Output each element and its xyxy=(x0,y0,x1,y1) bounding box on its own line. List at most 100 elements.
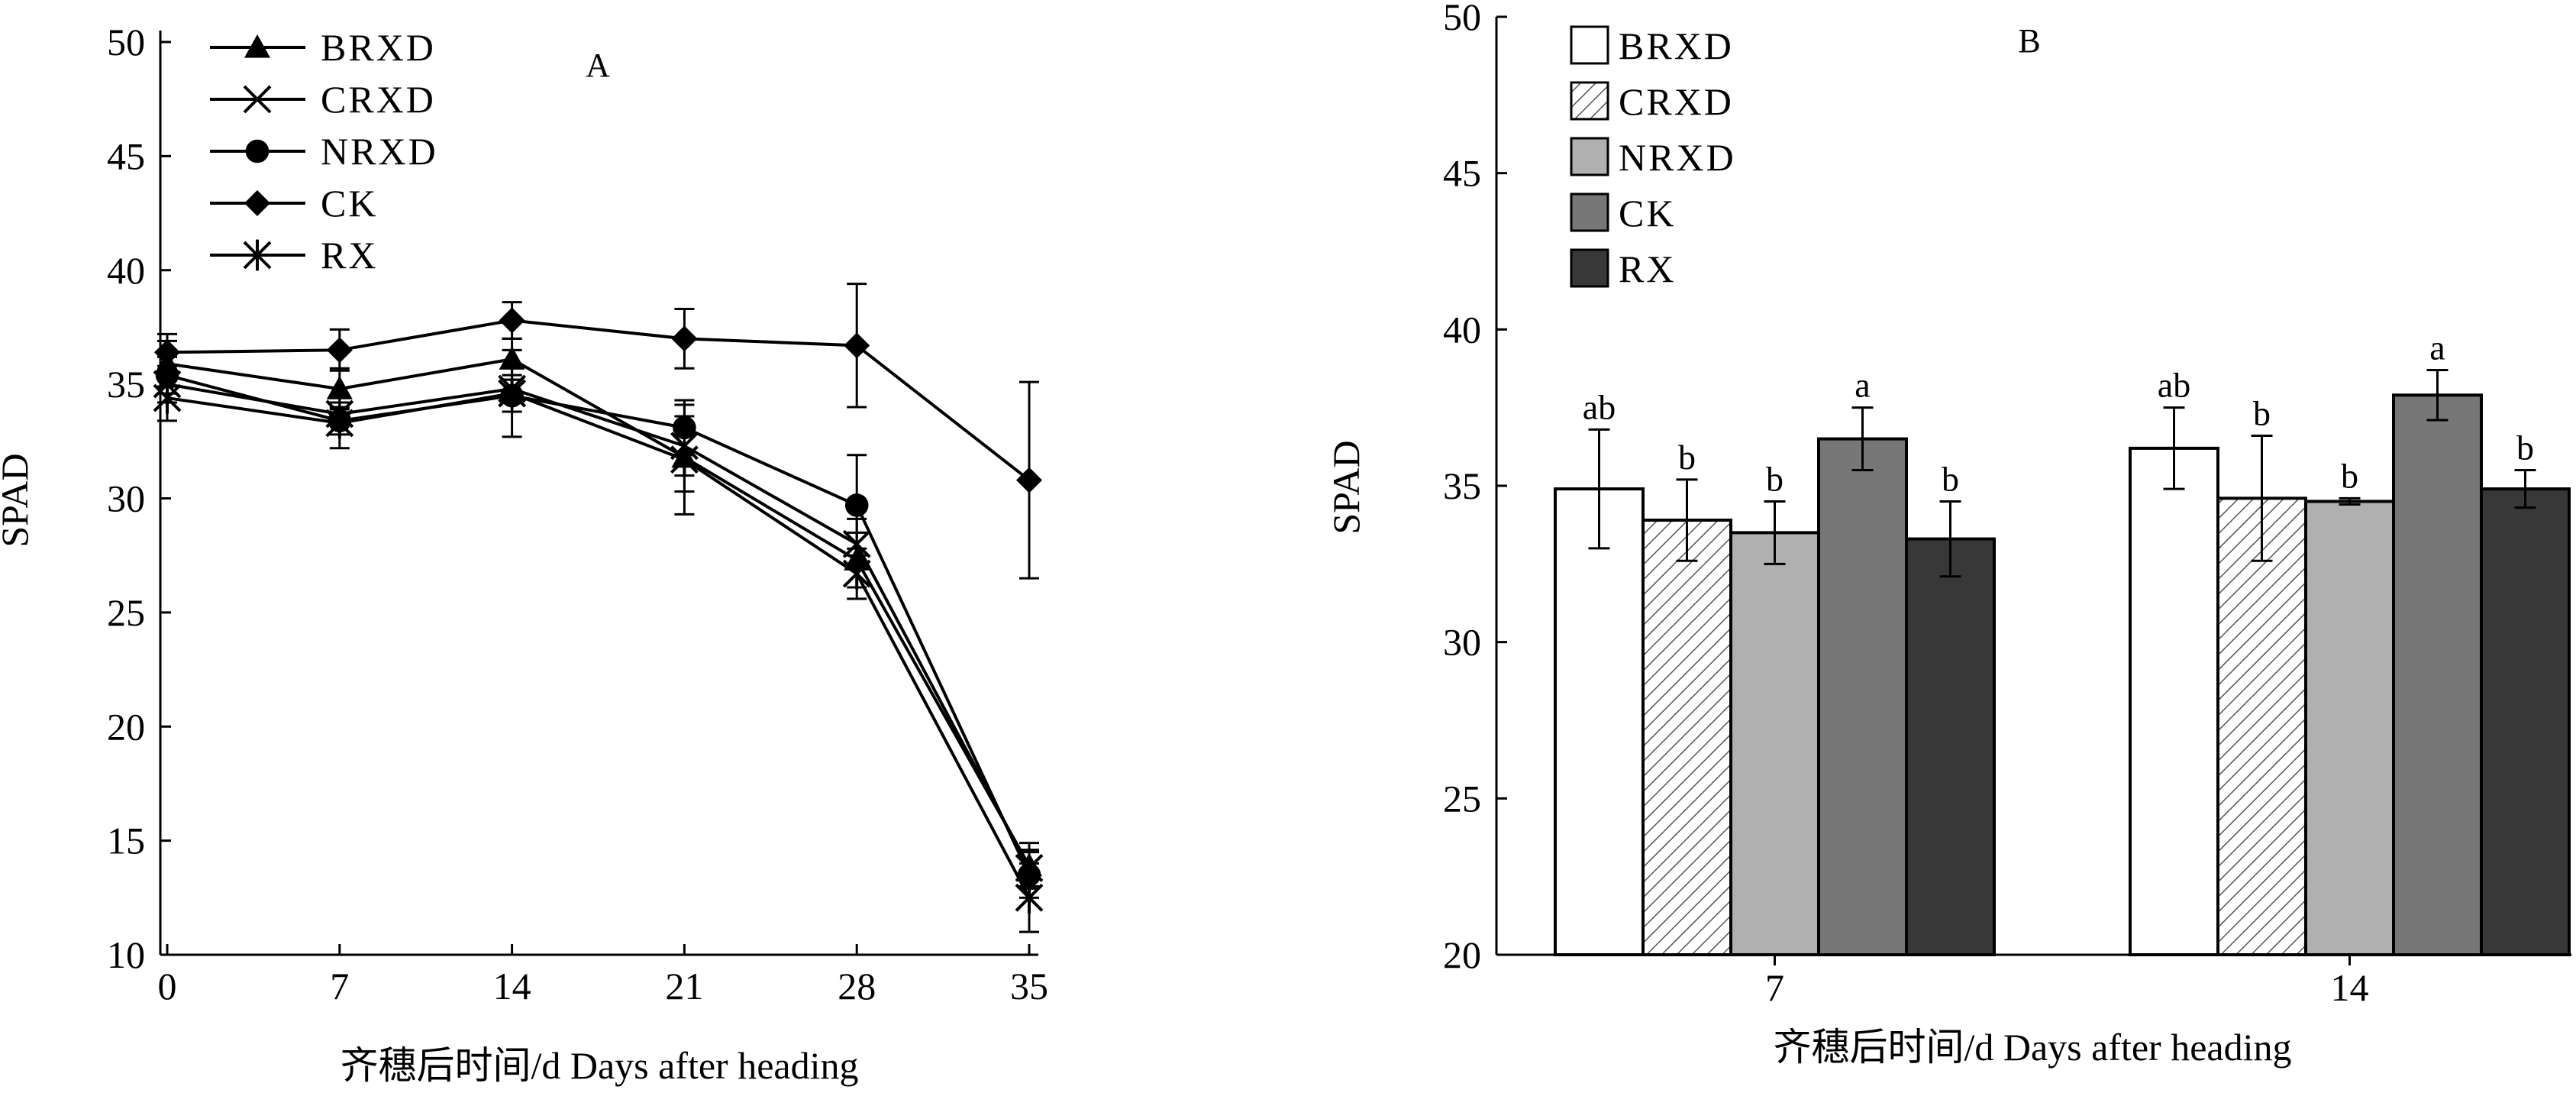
data-point-rx xyxy=(498,377,527,409)
legend-marker-circle-shape xyxy=(245,139,270,163)
panel-b-x-axis-label: 齐穗后时间/d Days after heading xyxy=(1773,1026,2291,1069)
y-tick-label: 50 xyxy=(1443,0,1481,38)
significance-label: ab xyxy=(1583,387,1616,426)
data-point-rx xyxy=(153,382,182,414)
y-tick-label: 40 xyxy=(107,249,145,292)
panel-b-y-axis-label: SPAD xyxy=(1325,440,1367,534)
y-tick-label: 30 xyxy=(1443,621,1481,664)
data-point-rx xyxy=(670,444,699,476)
data-point-ck xyxy=(499,307,525,334)
data-point-rx xyxy=(325,407,354,439)
series-line-ck xyxy=(166,319,1031,482)
legend-item-nrxd: NRXD xyxy=(210,130,438,173)
legend-marker-x xyxy=(243,85,272,114)
series-rx xyxy=(153,348,1044,933)
data-point-ck-shape xyxy=(499,307,525,334)
legend-label: RX xyxy=(1619,247,1676,290)
y-tick-label: 30 xyxy=(107,477,145,520)
legend-swatch xyxy=(1570,25,1609,65)
legend-item-brxd: BRXD xyxy=(1570,24,1732,67)
panel-b-label: B xyxy=(2018,22,2040,60)
data-point-ck xyxy=(844,332,870,359)
legend-marker-circle xyxy=(245,139,270,163)
legend-label: BRXD xyxy=(321,26,436,69)
legend-label: CK xyxy=(321,182,378,225)
bar-ck xyxy=(1817,437,1908,956)
bar-crxd xyxy=(1641,519,1732,956)
series-line-nrxd xyxy=(166,373,1031,876)
y-tick-label: 45 xyxy=(1443,152,1481,195)
y-tick-label: 25 xyxy=(1443,777,1481,820)
significance-label: b xyxy=(1766,459,1784,498)
data-point-ck-shape xyxy=(154,339,180,366)
x-tick-label: 7 xyxy=(330,965,349,1007)
data-point-rx xyxy=(842,558,871,590)
data-point-brxd-shape xyxy=(326,376,353,399)
x-tick-label: 14 xyxy=(493,965,531,1007)
x-tick-label: 21 xyxy=(665,965,703,1007)
bar-nrxd xyxy=(2304,500,2395,956)
x-tick-label: 14 xyxy=(2331,966,2369,1009)
y-tick-label: 50 xyxy=(107,21,145,63)
x-tick-label: 0 xyxy=(158,965,177,1007)
legend-item-rx: RX xyxy=(1570,247,1676,290)
legend-label: CK xyxy=(1619,192,1676,234)
legend-swatch xyxy=(1570,248,1609,288)
x-tick-label: 28 xyxy=(838,965,876,1007)
significance-label: b xyxy=(2516,428,2534,467)
data-point-brxd xyxy=(326,376,353,399)
y-tick-label: 20 xyxy=(1443,933,1481,976)
data-point-ck xyxy=(154,339,180,366)
data-point-ck-shape xyxy=(1016,467,1042,493)
significance-label: b xyxy=(2341,456,2358,495)
significance-label: b xyxy=(1942,459,1959,498)
y-tick-label: 25 xyxy=(107,591,145,634)
panel-a-line-chart: 10 15 20 25 30 35 40 45 50 0 7 14 21 28 35 BRXD CRXD NR… xyxy=(0,21,1048,1087)
legend-marker-diamond-shape xyxy=(244,190,270,216)
legend-marker-triangle xyxy=(244,34,270,58)
legend-marker-asterisk xyxy=(243,239,272,271)
y-tick-label: 45 xyxy=(107,134,145,177)
y-tick-label: 35 xyxy=(1443,464,1481,507)
legend-item-ck: CK xyxy=(210,182,378,225)
legend-item-crxd: CRXD xyxy=(1570,80,1734,123)
legend-swatch xyxy=(1570,192,1609,232)
legend-item-brxd: BRXD xyxy=(210,26,436,69)
significance-label: ab xyxy=(2158,366,2190,405)
series-line-rx xyxy=(166,392,1031,899)
legend-marker-diamond xyxy=(244,190,270,216)
legend-marker-x-stroke-2 xyxy=(243,85,272,114)
legend-item-nrxd: NRXD xyxy=(1570,136,1736,179)
legend-label: NRXD xyxy=(321,130,438,173)
series-nrxd xyxy=(155,355,1041,899)
legend-item-crxd: CRXD xyxy=(210,78,436,121)
data-point-ck-shape xyxy=(671,325,698,352)
data-point-ck xyxy=(1016,467,1042,493)
data-point-rx xyxy=(1015,881,1044,914)
series-line-crxd xyxy=(166,383,1031,869)
data-point-ck-shape xyxy=(326,337,353,364)
legend-label: RX xyxy=(321,234,378,276)
y-tick-label: 15 xyxy=(107,820,145,862)
bar-rx xyxy=(1905,537,1996,956)
series-ck xyxy=(154,283,1042,580)
data-point-nrxd-shape xyxy=(844,493,869,517)
legend-item-rx: RX xyxy=(210,234,378,276)
legend-label: NRXD xyxy=(1619,136,1736,179)
data-point-nrxd xyxy=(844,493,869,517)
bar-brxd xyxy=(2129,446,2219,956)
legend-label: CRXD xyxy=(1619,80,1734,123)
significance-label: b xyxy=(1678,438,1696,477)
legend-label: CRXD xyxy=(321,78,436,121)
bar-crxd xyxy=(2216,496,2307,956)
bar-nrxd xyxy=(1729,531,1820,956)
significance-label: a xyxy=(1855,366,1870,405)
panel-a-label: A xyxy=(586,47,610,84)
y-tick-label: 10 xyxy=(107,933,145,976)
bar-rx xyxy=(2480,487,2571,956)
legend-marker-triangle-shape xyxy=(244,34,270,58)
x-tick-label: 35 xyxy=(1010,965,1048,1007)
